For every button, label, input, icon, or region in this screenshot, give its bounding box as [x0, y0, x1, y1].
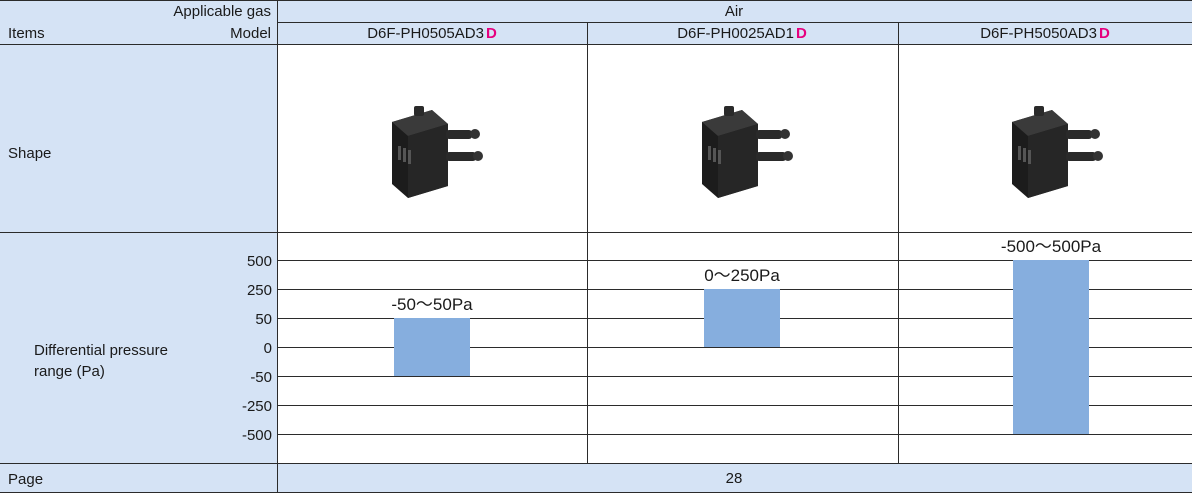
range-label: 0～250Pa — [704, 266, 780, 285]
applicable-gas-label: Applicable gas — [173, 3, 271, 20]
gridline-neg50 — [277, 376, 1192, 377]
brand-mark-icon: D — [1098, 25, 1110, 42]
shape-row-bottom — [0, 232, 1192, 233]
pressure-tick-labels: 500 250 50 0 -50 -250 -500 — [0, 0, 272, 463]
model-name-1: D6F-PH0505AD3 D — [367, 26, 497, 41]
gas-value: Air — [724, 3, 744, 20]
pressure-label-line1: Differential pressure — [34, 342, 168, 359]
sensor-image-2 — [702, 106, 793, 198]
gridline-neg500 — [277, 434, 1192, 435]
sensor-image-3 — [1012, 106, 1103, 198]
tick-label: 0 — [263, 340, 272, 357]
range-label: -500～500Pa — [1000, 237, 1102, 256]
model-name-2: D6F-PH0025AD1 D — [677, 26, 807, 41]
page-number: 28 — [725, 470, 743, 487]
gridline-neg250 — [277, 405, 1192, 406]
range-bar — [394, 318, 470, 376]
range-bar — [1013, 260, 1089, 434]
label-column — [0, 0, 277, 493]
tick-label: -500 — [241, 427, 272, 444]
label-column-divider — [277, 0, 278, 493]
gridline-0 — [277, 347, 1192, 348]
tick-label: 50 — [255, 311, 272, 328]
header-divider — [277, 22, 1192, 23]
brand-mark-icon: D — [485, 25, 497, 42]
column-divider-1 — [587, 22, 588, 463]
model-row-bottom — [0, 44, 1192, 45]
items-label: Items — [8, 25, 45, 42]
brand-mark-icon: D — [795, 25, 807, 42]
column-divider-2 — [898, 22, 899, 463]
range-label: -50～50Pa — [391, 295, 473, 314]
model-name-text: D6F-PH0505AD3 — [367, 25, 484, 42]
tick-label: -50 — [250, 369, 272, 386]
tick-label: 500 — [246, 253, 272, 270]
tick-label: 250 — [246, 282, 272, 299]
model-name-3: D6F-PH5050AD3 D — [980, 26, 1110, 41]
page-value-cell — [277, 463, 1192, 493]
range-bar — [704, 289, 780, 347]
pressure-row-bottom — [0, 463, 1192, 464]
model-name-text: D6F-PH0025AD1 — [677, 25, 794, 42]
shape-label: Shape — [8, 145, 52, 162]
model-label: Model — [230, 25, 271, 42]
gridline-500 — [277, 260, 1192, 261]
sensor-image-1 — [392, 106, 483, 198]
model-name-text: D6F-PH5050AD3 — [980, 25, 1097, 42]
pressure-label-line2: range (Pa) — [34, 363, 105, 380]
table-top-border — [0, 0, 1192, 1]
tick-label: -250 — [241, 398, 272, 415]
page-label: Page — [8, 471, 44, 488]
